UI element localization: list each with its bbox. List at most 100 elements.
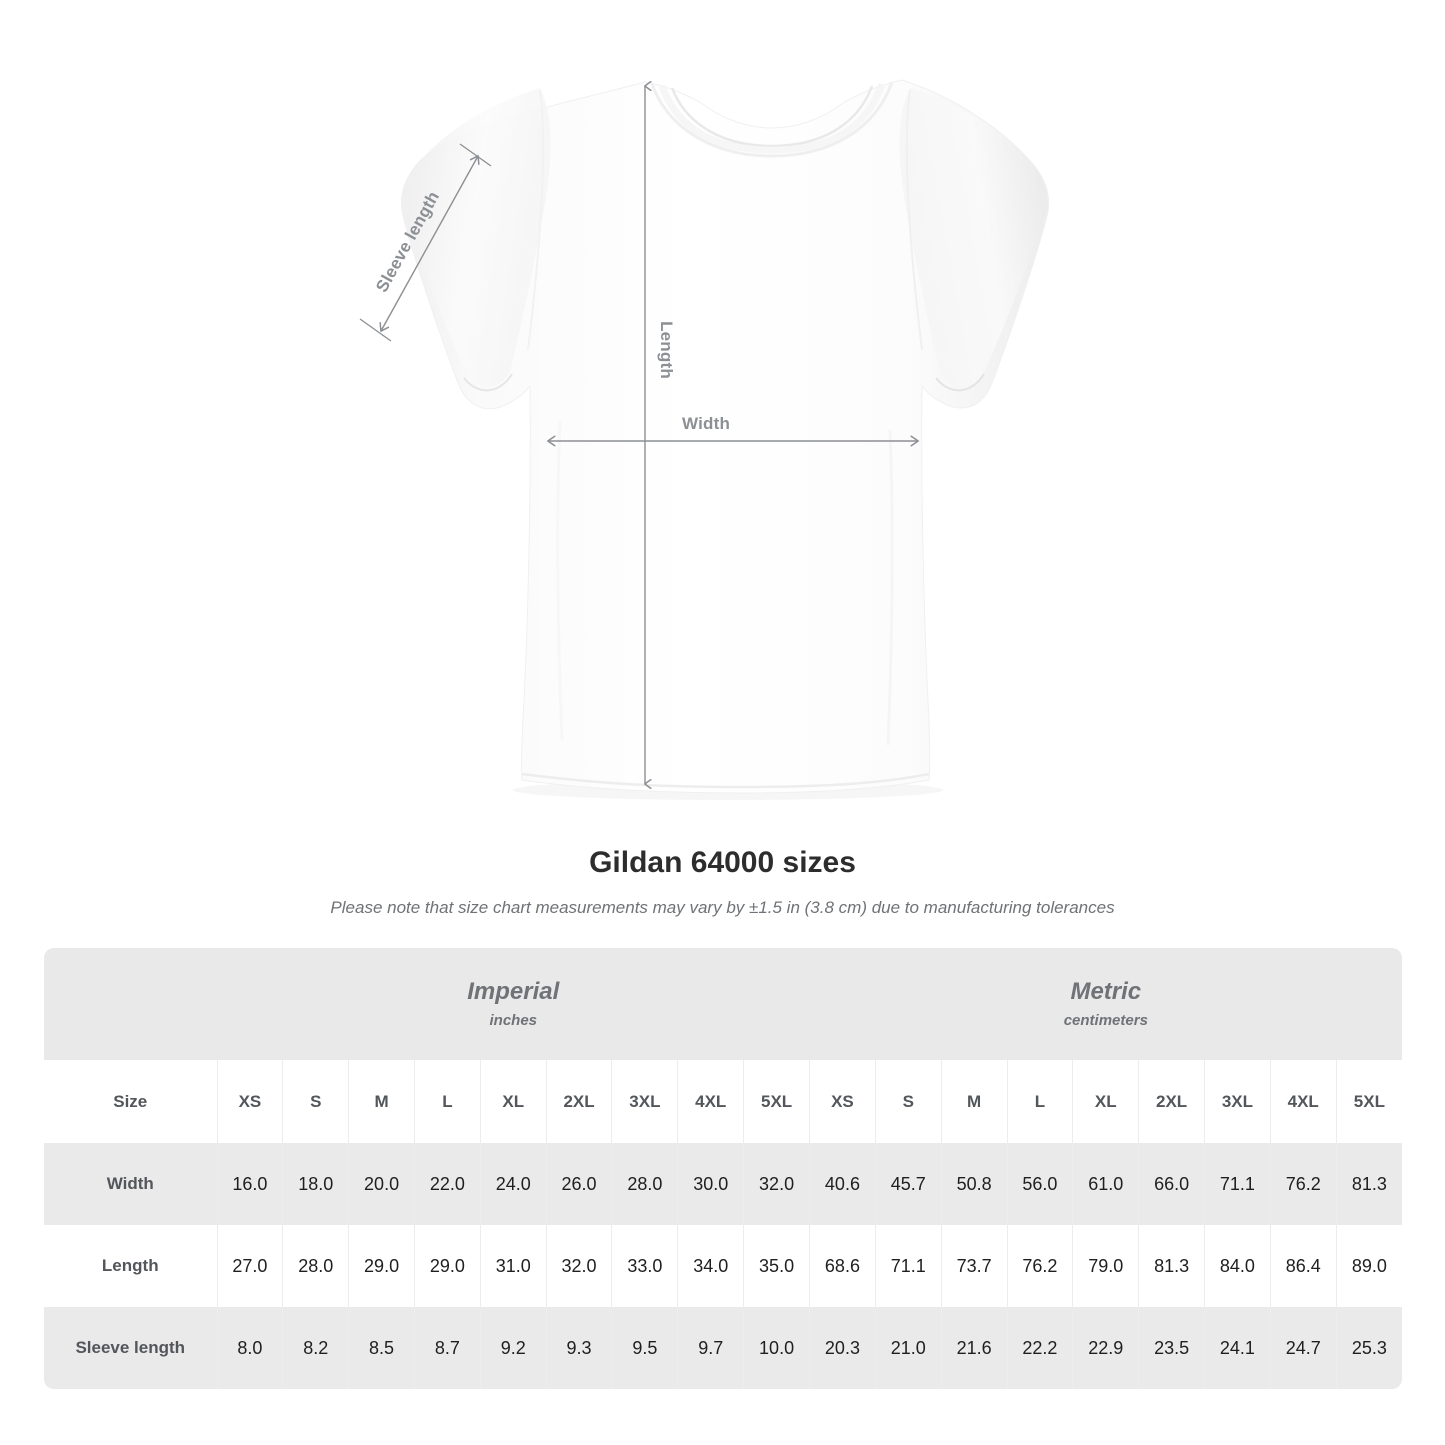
right-sleeve-hem (935, 373, 985, 392)
cell-value: 24.1 (1204, 1307, 1271, 1389)
cell-value: 9.3 (546, 1307, 613, 1389)
unit-system-header-metric: Metric centimeters (809, 948, 1403, 1060)
shirt-illustration: Sleeve length Length Width (359, 79, 1050, 794)
cell-value: 22.9 (1072, 1307, 1140, 1389)
measurement-arrows (359, 86, 919, 784)
body-fold-right (886, 429, 894, 746)
cell-value: 81.3 (1138, 1225, 1205, 1307)
collar-inner (670, 85, 874, 148)
cell-value: 31.0 (480, 1225, 547, 1307)
cell-value: 9.2 (480, 1307, 547, 1389)
cell-value: 21.6 (941, 1307, 1008, 1389)
size-header-metric-2xl: 2XL (1138, 1060, 1205, 1143)
size-header-imperial-s: S (282, 1060, 350, 1143)
cell-value: 27.0 (217, 1225, 284, 1307)
right-sleeve (899, 88, 1047, 387)
unit-system-header-row: Imperial inches Metric centimeters (44, 948, 1403, 1060)
cell-value: 45.7 (875, 1143, 942, 1225)
size-header-metric-5xl: 5XL (1336, 1060, 1403, 1143)
cell-value: 61.0 (1072, 1143, 1140, 1225)
cell-value: 25.3 (1336, 1307, 1403, 1389)
cell-value: 81.3 (1336, 1143, 1403, 1225)
row-label-width: Width (44, 1143, 218, 1225)
cell-value: 30.0 (677, 1143, 745, 1225)
cell-value: 24.0 (480, 1143, 547, 1225)
cell-value: 71.1 (875, 1225, 942, 1307)
size-header-metric-s: S (875, 1060, 942, 1143)
cell-value: 8.0 (217, 1307, 284, 1389)
cell-value: 29.0 (348, 1225, 415, 1307)
size-header-imperial-l: L (414, 1060, 481, 1143)
cell-value: 84.0 (1204, 1225, 1271, 1307)
cell-value: 8.2 (282, 1307, 350, 1389)
cell-value: 79.0 (1072, 1225, 1140, 1307)
cell-value: 21.0 (875, 1307, 942, 1389)
row-label-sleeve-length: Sleeve length (44, 1307, 218, 1389)
size-header-metric-xl: XL (1072, 1060, 1140, 1143)
body-fold-left (556, 419, 564, 741)
cell-value: 22.2 (1007, 1307, 1074, 1389)
table-body: Width 16.0 18.0 20.0 22.0 24.0 26.0 28.0 30.0 32.… (44, 1143, 1403, 1389)
table-row: Length 27.0 28.0 29.0 29.0 31.0 32.0 33.0 34.0 35… (44, 1225, 1403, 1307)
cell-value: 29.0 (414, 1225, 481, 1307)
cell-value: 89.0 (1336, 1225, 1403, 1307)
cell-value: 56.0 (1007, 1143, 1074, 1225)
cell-value: 33.0 (611, 1225, 679, 1307)
length-label: Length (656, 321, 676, 379)
left-sleeve-hem (463, 373, 513, 392)
size-header-metric-l: L (1007, 1060, 1074, 1143)
cell-value: 10.0 (743, 1307, 811, 1389)
cell-value: 73.7 (941, 1225, 1008, 1307)
cell-value: 9.7 (677, 1307, 745, 1389)
size-header-imperial-xl: XL (480, 1060, 547, 1143)
cell-value: 71.1 (1204, 1143, 1271, 1225)
unit-system-units: centimeters (1063, 1012, 1148, 1029)
cell-value: 9.5 (611, 1307, 679, 1389)
size-header-metric-xs: XS (809, 1060, 876, 1143)
size-chart-table-wrapper: Imperial inches Metric centimeters Size XS S M… (44, 948, 1403, 1389)
cell-value: 22.0 (414, 1143, 481, 1225)
size-chart-table: Imperial inches Metric centimeters Size XS S M… (44, 948, 1403, 1389)
cell-value: 20.3 (809, 1307, 876, 1389)
cell-value: 76.2 (1007, 1225, 1074, 1307)
collar-ribbing (658, 82, 886, 154)
cell-value: 32.0 (743, 1143, 811, 1225)
cell-value: 86.4 (1270, 1225, 1337, 1307)
unit-system-name: Metric (1070, 978, 1142, 1005)
sleeve-tick-top (459, 143, 492, 167)
cell-value: 26.0 (546, 1143, 613, 1225)
left-shoulder-seam (527, 89, 545, 351)
cell-value: 16.0 (217, 1143, 284, 1225)
cell-value: 32.0 (546, 1225, 613, 1307)
shirt-diagram-svg (359, 79, 1050, 794)
size-header-imperial-3xl: 3XL (611, 1060, 679, 1143)
cell-value: 76.2 (1270, 1143, 1337, 1225)
size-header-metric-3xl: 3XL (1204, 1060, 1271, 1143)
page-subtitle: Please note that size chart measurements… (330, 898, 1115, 917)
width-label: Width (682, 414, 731, 433)
size-header-imperial-xs: XS (217, 1060, 284, 1143)
cell-value: 34.0 (677, 1225, 745, 1307)
unit-system-units: inches (489, 1012, 538, 1029)
cell-value: 24.7 (1270, 1307, 1337, 1389)
shirt-body (400, 79, 1050, 794)
sleeve-length-arrow (379, 155, 480, 332)
cell-value: 20.0 (348, 1143, 415, 1225)
size-header-imperial-4xl: 4XL (677, 1060, 745, 1143)
table-row: Width 16.0 18.0 20.0 22.0 24.0 26.0 28.0 30.0 32.… (44, 1143, 1403, 1225)
right-shoulder-seam (905, 89, 923, 351)
table-head: Imperial inches Metric centimeters Size XS S M… (44, 948, 1403, 1143)
size-header-imperial-5xl: 5XL (743, 1060, 811, 1143)
page-title: Gildan 64000 sizes (589, 846, 856, 879)
unit-system-name: Imperial (467, 978, 560, 1005)
collar-outer (650, 81, 894, 158)
cell-value: 68.6 (809, 1225, 876, 1307)
table-row: Sleeve length 8.0 8.2 8.5 8.7 9.2 9.3 9.5 9.7 10.… (44, 1307, 1403, 1389)
unit-header-blank-cell (44, 948, 217, 1060)
unit-system-header-imperial: Imperial inches (217, 948, 810, 1060)
cell-value: 40.6 (809, 1143, 876, 1225)
sleeve-tick-bottom (359, 318, 392, 342)
size-header-imperial-2xl: 2XL (546, 1060, 613, 1143)
cell-value: 8.7 (414, 1307, 481, 1389)
cell-value: 28.0 (282, 1225, 350, 1307)
